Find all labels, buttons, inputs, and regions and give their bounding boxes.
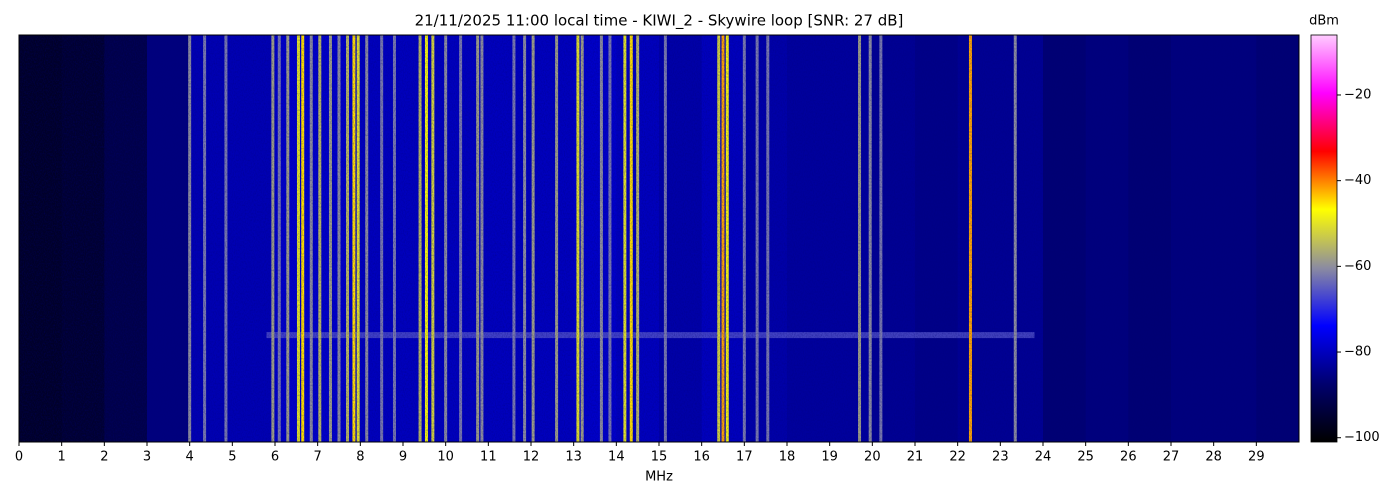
- x-tick-label: 19: [821, 450, 838, 465]
- colorbar-tick-label: −40: [1344, 173, 1371, 188]
- colorbar-tick-label: −80: [1344, 345, 1371, 360]
- x-tick-label: 1: [58, 450, 66, 465]
- x-tick-label: 8: [356, 450, 364, 465]
- x-tick-label: 26: [1120, 450, 1137, 465]
- x-tick-label: 17: [736, 450, 753, 465]
- colorbar-label: dBm: [1309, 14, 1339, 29]
- x-tick-label: 21: [907, 450, 924, 465]
- x-tick-label: 9: [399, 450, 407, 465]
- x-tick-label: 5: [228, 450, 236, 465]
- x-tick-label: 16: [693, 450, 710, 465]
- x-tick-label: 18: [779, 450, 796, 465]
- x-tick-label: 10: [437, 450, 454, 465]
- x-tick-label: 13: [565, 450, 582, 465]
- x-tick-label: 6: [271, 450, 279, 465]
- chart-title: 21/11/2025 11:00 local time - KIWI_2 - S…: [415, 12, 904, 31]
- x-tick-label: 0: [15, 450, 23, 465]
- x-tick-label: 3: [143, 450, 151, 465]
- noise-texture: [19, 35, 1299, 442]
- x-tick-label: 20: [864, 450, 881, 465]
- x-tick-label: 28: [1205, 450, 1222, 465]
- x-tick-label: 4: [186, 450, 194, 465]
- x-tick-label: 27: [1163, 450, 1180, 465]
- colorbar-tick-label: −20: [1344, 87, 1371, 102]
- x-tick-label: 29: [1248, 450, 1265, 465]
- x-tick-label: 2: [100, 450, 108, 465]
- colorbar-tick-label: −100: [1344, 430, 1380, 445]
- x-tick-label: 12: [523, 450, 540, 465]
- x-tick-label: 23: [992, 450, 1009, 465]
- x-tick-label: 22: [949, 450, 966, 465]
- x-tick-label: 11: [480, 450, 497, 465]
- x-tick-label: 24: [1035, 450, 1052, 465]
- colorbar-tick-label: −60: [1344, 259, 1371, 274]
- x-tick-label: 15: [651, 450, 668, 465]
- colorbar: [1310, 34, 1338, 443]
- x-tick-label: 25: [1077, 450, 1094, 465]
- x-axis-label: MHz: [645, 470, 673, 485]
- x-tick-label: 14: [608, 450, 625, 465]
- x-tick-label: 7: [314, 450, 322, 465]
